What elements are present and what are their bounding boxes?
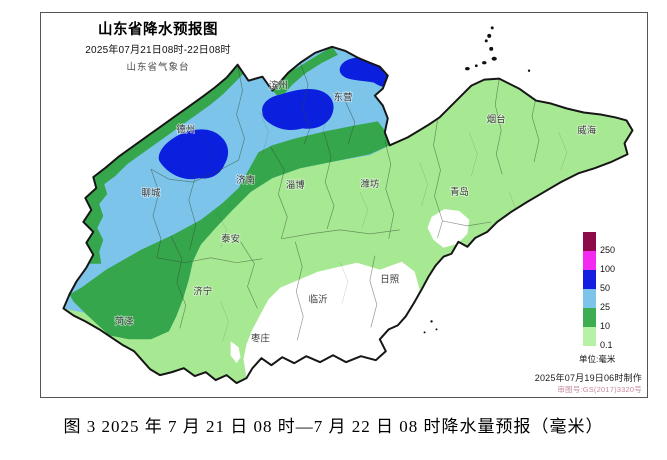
legend-threshold-label: 100 bbox=[600, 264, 616, 274]
legend-row: 50 bbox=[583, 270, 615, 293]
city-label: 日照 bbox=[380, 275, 399, 286]
city-label: 临沂 bbox=[309, 293, 328, 305]
city-label: 德州 bbox=[176, 123, 195, 135]
city-boundaries bbox=[150, 62, 540, 341]
city-label: 菏泽 bbox=[115, 316, 134, 327]
legend: 250 100 50 25 10 0.1 单位:毫米 bbox=[579, 232, 615, 365]
legend-swatches: 250 100 50 25 10 0.1 bbox=[583, 232, 615, 350]
city-label: 青岛 bbox=[450, 186, 469, 198]
map-title: 山东省降水预报图 bbox=[98, 22, 218, 38]
forecast-period: 2025年07月21日08时-22日08时 bbox=[85, 45, 231, 57]
city-label: 滨州 bbox=[269, 80, 288, 92]
legend-swatch bbox=[583, 289, 596, 308]
lake bbox=[230, 341, 241, 364]
islands bbox=[423, 26, 531, 334]
legend-threshold-label: 25 bbox=[600, 302, 611, 312]
legend-swatch bbox=[583, 327, 596, 346]
legend-threshold-label: 0.1 bbox=[600, 340, 613, 350]
city-label: 烟台 bbox=[487, 113, 506, 125]
province-outline bbox=[62, 45, 634, 385]
region-rain-10-25-border-strip bbox=[83, 64, 245, 264]
legend-unit-label: 单位:毫米 bbox=[579, 354, 616, 364]
made-timestamp: 2025年07月19日06时制作 bbox=[534, 373, 642, 384]
legend-row: 100 bbox=[583, 251, 615, 274]
legend-threshold-label: 250 bbox=[600, 245, 616, 255]
agency-name: 山东省气象台 bbox=[126, 62, 190, 74]
legend-swatch bbox=[583, 251, 596, 270]
region-rain-50-100-binzhou bbox=[262, 88, 334, 131]
city-label: 威海 bbox=[577, 124, 596, 136]
map-approval-number: 审图号:GS(2017)3320号 bbox=[557, 384, 642, 394]
region-rain-10-25-band bbox=[69, 121, 390, 340]
city-label: 东营 bbox=[334, 92, 353, 104]
region-rain-50-100-dezhou bbox=[158, 129, 229, 180]
map-frame: 德州聊城 滨州东营济南 淄博 潍坊泰安济宁菏泽枣庄 临沂 日照 青岛 烟台威海 山东省降水预报… bbox=[40, 12, 648, 398]
title-block: 山东省降水预报图 2025年07月21日08时-22日08时 山东省气象台 bbox=[67, 21, 249, 73]
figure-caption: 图 3 2025 年 7 月 21 日 08 时—7 月 22 日 08 时降水… bbox=[63, 417, 604, 436]
legend-swatch bbox=[583, 232, 596, 251]
city-label: 泰安 bbox=[221, 233, 240, 245]
legend-row: 10 bbox=[583, 308, 615, 331]
legend-row: 25 bbox=[583, 289, 615, 312]
credits: 2025年07月19日06时制作 审图号:GS(2017)3320号 bbox=[535, 373, 642, 394]
region-no-rain-south bbox=[243, 261, 420, 379]
legend-threshold-label: 10 bbox=[600, 321, 611, 331]
city-label: 枣庄 bbox=[251, 332, 270, 344]
legend-row: 250 bbox=[583, 232, 615, 255]
region-no-rain-qingdao bbox=[427, 208, 470, 248]
legend-swatch bbox=[583, 308, 596, 327]
region-rain-10-25-top-strip bbox=[272, 46, 339, 99]
legend-swatch bbox=[583, 270, 596, 289]
city-label: 淄博 bbox=[286, 179, 305, 191]
legend-threshold-label: 50 bbox=[600, 283, 611, 293]
city-label: 潍坊 bbox=[360, 178, 379, 190]
legend-row: 0.1 bbox=[583, 327, 615, 350]
city-label: 济南 bbox=[236, 174, 255, 186]
city-label: 聊城 bbox=[142, 187, 161, 199]
city-label: 济宁 bbox=[193, 286, 212, 298]
